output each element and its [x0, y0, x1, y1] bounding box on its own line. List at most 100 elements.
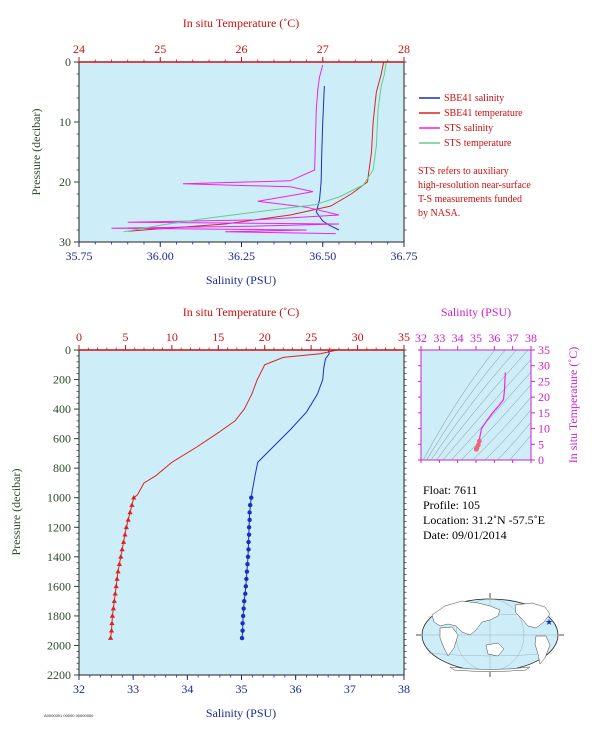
lower-pressure-tick-label-0: 0: [65, 343, 71, 357]
lower-sbe41-temperature-samples-marker-2: [127, 509, 133, 515]
legend-label-sbe41-temperature: SBE41 temperature: [444, 108, 523, 119]
ts-salinity-axis-title: Salinity (PSU): [441, 305, 511, 319]
lower-temperature-axis-title: In situ Temperature (˚C): [183, 305, 300, 319]
lower-sbe41-temperature-samples-marker-3: [125, 517, 131, 522]
lower-sal-tick-label-2: 34: [181, 682, 193, 696]
lower-sbe41-salinity-samples-marker-0: [249, 495, 254, 500]
lower-sal-tick-label-1: 33: [127, 682, 139, 696]
ts-deep-point-3: [473, 446, 479, 452]
upper-temp-tick-label-3: 27: [317, 42, 329, 56]
lower-sbe41-salinity-samples-marker-14: [242, 598, 247, 604]
upper-sal-tick-label-2: 36.25: [228, 249, 255, 263]
lower-sbe41-temperature-samples-marker-17: [109, 620, 115, 626]
lower-sal-tick-label-5: 37: [344, 682, 356, 696]
lower-pressure-tick-label-10: 2000: [47, 638, 71, 652]
lower-temp-tick-label-5: 25: [305, 330, 317, 344]
upper-sts-temperature-line: [123, 61, 387, 233]
note-line-2: high-resolution near-surface: [418, 180, 531, 191]
lower-sbe41-temperature-samples-marker-0: [131, 494, 137, 500]
lower-sal-tick-label-0: 32: [73, 682, 85, 696]
series-legend: SBE41 salinity SBE41 temperature STS sal…: [419, 93, 523, 149]
upper-sal-tick-label-4: 36.75: [391, 249, 418, 263]
lower-pressure-tick-label-5: 1000: [47, 491, 71, 505]
ts-sal-tick-label-3: 35: [470, 331, 482, 345]
lower-pressure-tick-label-7: 1400: [47, 550, 71, 564]
lower-sbe41-salinity-samples-marker-12: [243, 584, 249, 589]
ts-temp-tick-label-7: 35: [538, 343, 550, 357]
lower-sbe41-temperature-samples-marker-11: [114, 576, 120, 581]
upper-salinity-axis-title: Salinity (PSU): [206, 273, 276, 287]
note-line-3: T-S measurements funded: [418, 194, 522, 205]
ts-temp-tick-label-5: 25: [538, 374, 550, 388]
lower-sbe41-salinity-samples-marker-10: [244, 569, 250, 574]
ts-contour-1: [426, 350, 506, 460]
ts-temp-tick-label-2: 10: [538, 422, 550, 436]
lower-sbe41-temperature-samples-marker-16: [109, 613, 116, 618]
lower-sbe41-temperature-samples-marker-4: [123, 524, 129, 530]
full-depth-profile-chart: 0 5 10 15 20 25 30 35 32 33 34 35 36 37 38 0 200 400 600 80…: [9, 305, 410, 720]
lower-pressure-tick-label-2: 400: [53, 402, 71, 416]
lower-sbe41-temperature-samples-marker-9: [116, 561, 122, 567]
upper-axes-group: 24 25 26 27 28 35.75 36.00 36.25 36.50 36.75 0 10 20…: [59, 42, 418, 263]
lower-sbe41-temperature-samples-marker-10: [115, 568, 121, 574]
float-id-text: Float: 7611: [423, 483, 478, 497]
upper-temp-tick-label-2: 26: [236, 42, 248, 56]
ts-sal-tick-label-2: 34: [452, 331, 464, 345]
lower-temp-tick-label-6: 30: [352, 330, 364, 344]
ts-temp-tick-label-4: 20: [538, 390, 550, 404]
ts-sal-tick-label-5: 37: [507, 331, 519, 345]
upper-near-surface-profile-chart: 24 25 26 27 28 35.75 36.00 36.25 36.50 36.75 0 10 20…: [29, 16, 418, 287]
lower-axes-group: 0 5 10 15 20 25 30 35 32 33 34 35 36 37 38 0 200 400 600 80…: [47, 330, 410, 696]
ts-temp-tick-label-0: 0: [538, 453, 544, 467]
ts-contour-5: [450, 371, 531, 460]
legend-item-sts-temperature: STS temperature: [419, 138, 512, 149]
footer-id-text: A0000001 00000 00000000: [44, 713, 94, 718]
lower-sbe41-temperature-samples-marker-15: [110, 605, 116, 611]
legend-item-sts-salinity: STS salinity: [419, 123, 493, 134]
land-south-america: [534, 635, 551, 665]
lower-sbe41-salinity-samples-marker-9: [245, 562, 250, 567]
ts-sal-tick-label-0: 32: [415, 331, 427, 345]
lower-pressure-tick-label-3: 600: [53, 432, 71, 446]
lower-salinity-axis-title: Salinity (PSU): [206, 706, 276, 720]
map-land: [431, 600, 551, 672]
lower-pressure-tick-label-9: 1800: [47, 609, 71, 623]
land-africa: [439, 626, 459, 657]
upper-sal-tick-label-3: 36.50: [309, 249, 336, 263]
ts-contour-0: [422, 350, 496, 460]
lower-sal-tick-label-4: 36: [290, 682, 302, 696]
ts-temp-tick-label-6: 30: [538, 359, 550, 373]
lower-sbe41-temperature-samples-marker-5: [122, 531, 128, 537]
ts-temp-tick-label-3: 15: [538, 406, 550, 420]
location-text: Location: 31.2˚N -57.5˚E: [423, 513, 545, 527]
note-line-1: STS refers to auxiliary: [418, 166, 509, 177]
lower-sbe41-salinity-samples-marker-1: [247, 502, 253, 508]
lower-sbe41-temperature-samples-marker-14: [111, 598, 117, 603]
lower-sbe41-temperature-samples-marker-13: [112, 590, 118, 596]
lower-sbe41-salinity-samples-marker-19: [239, 635, 245, 641]
ts-sal-tick-label-6: 38: [525, 331, 537, 345]
lower-pressure-tick-label-8: 1600: [47, 579, 71, 593]
sts-footnote: STS refers to auxiliary high-resolution …: [418, 166, 531, 219]
ts-contour-3: [436, 350, 529, 460]
lower-temp-tick-label-1: 5: [122, 330, 128, 344]
lower-sal-tick-label-6: 38: [398, 682, 410, 696]
lower-temp-tick-label-4: 20: [259, 330, 271, 344]
land-australia: [485, 642, 505, 657]
legend-item-sbe41-temperature: SBE41 temperature: [419, 108, 523, 119]
upper-series-group: [111, 61, 387, 235]
legend-item-sbe41-salinity: SBE41 salinity: [419, 93, 504, 104]
float-info-block: Float: 7611 Profile: 105 Location: 31.2˚…: [423, 483, 545, 542]
ts-contour-6: [460, 384, 531, 460]
lower-sal-tick-label-3: 35: [236, 682, 248, 696]
lower-sbe41-salinity-line: [241, 349, 330, 639]
legend-label-sbe41-salinity: SBE41 salinity: [444, 93, 504, 104]
legend-label-sts-temperature: STS temperature: [444, 138, 512, 149]
lower-sbe41-salinity-samples-marker-8: [245, 554, 251, 560]
ts-sal-tick-label-1: 33: [433, 331, 445, 345]
land-north-america: [514, 602, 551, 629]
lower-sbe41-salinity-samples-marker-17: [240, 621, 245, 626]
lower-temp-tick-label-3: 15: [212, 330, 224, 344]
